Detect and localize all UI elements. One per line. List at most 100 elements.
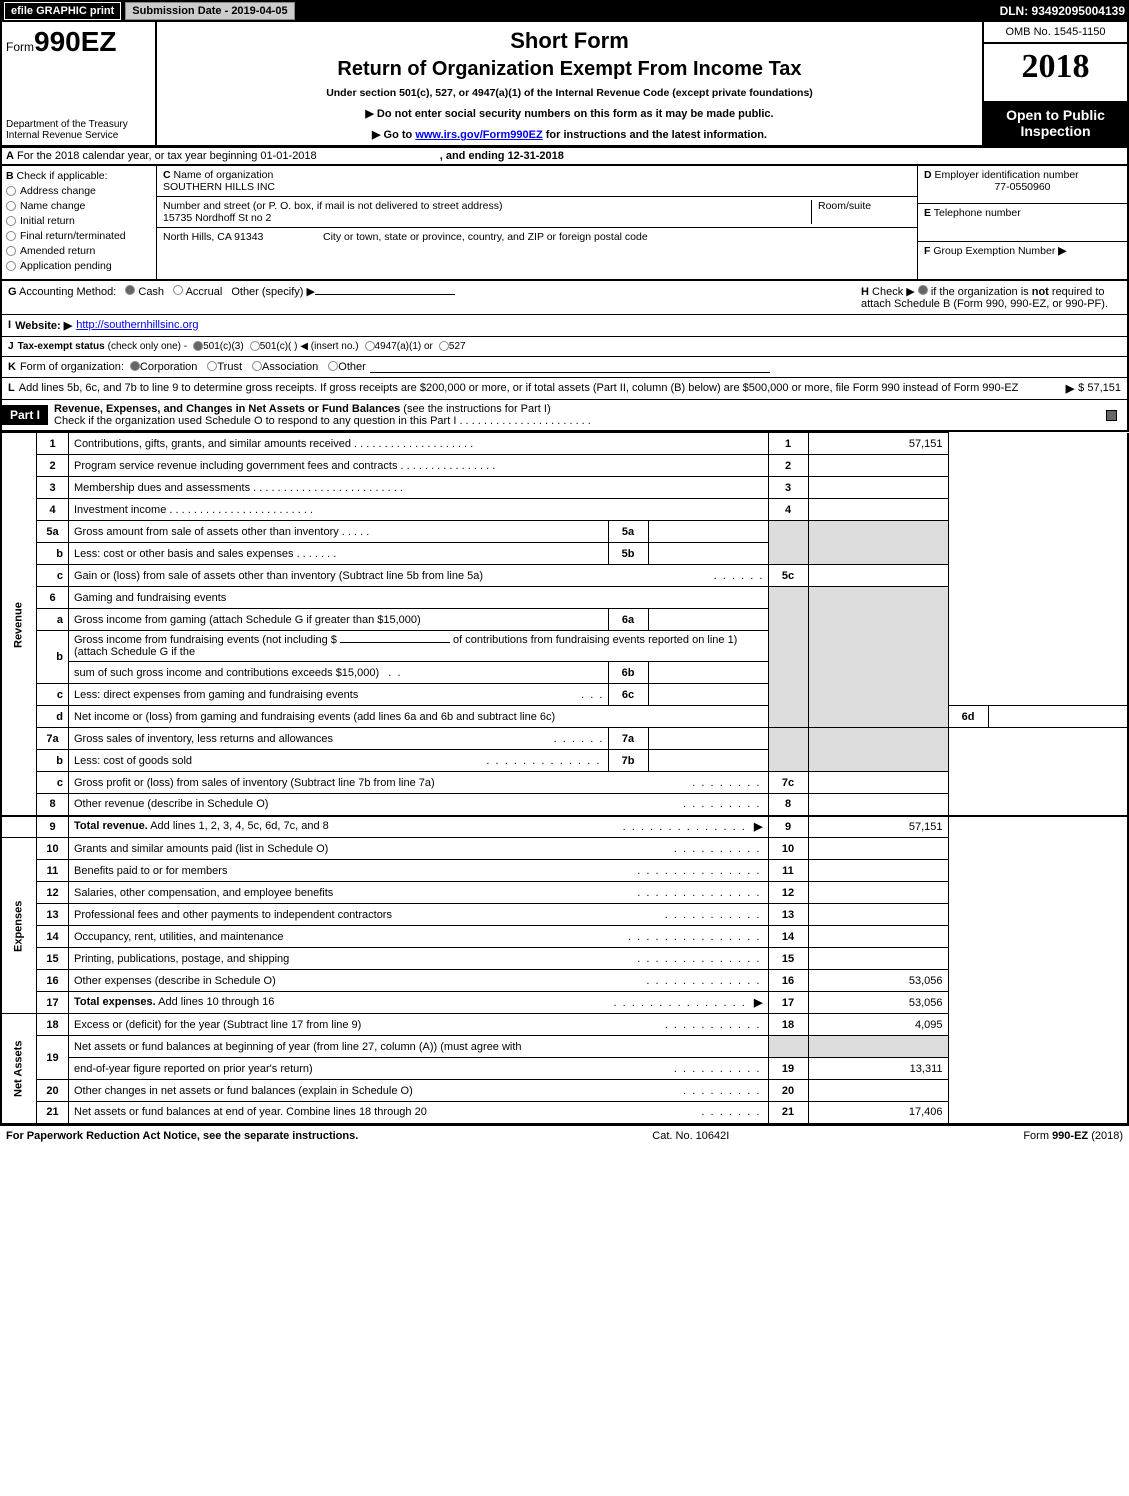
line-text-bold: Total revenue. — [74, 820, 148, 832]
checkbox-schedule-o[interactable] — [1106, 410, 1117, 421]
radio-501c[interactable] — [250, 341, 260, 351]
tax-year: 2018 — [984, 44, 1127, 101]
line-num: 14 — [37, 926, 69, 948]
table-row: Net Assets 18 Excess or (deficit) for th… — [1, 1014, 1128, 1036]
line-desc: Investment income . . . . . . . . . . . … — [69, 499, 769, 521]
line-text: Occupancy, rent, utilities, and maintena… — [74, 931, 284, 943]
check-application-pending[interactable]: Application pending — [6, 260, 152, 272]
opt-accrual: Accrual — [186, 286, 223, 298]
shaded-cell — [808, 1036, 948, 1058]
website-link[interactable]: http://southernhillsinc.org — [76, 319, 198, 332]
radio-association[interactable] — [252, 361, 262, 371]
line-value — [808, 882, 948, 904]
efile-print-button[interactable]: efile GRAPHIC print — [4, 2, 121, 20]
line-desc: Membership dues and assessments . . . . … — [69, 477, 769, 499]
section-c: C Name of organization SOUTHERN HILLS IN… — [157, 166, 917, 279]
line-desc: Other expenses (describe in Schedule O).… — [69, 970, 769, 992]
check-initial-return[interactable]: Initial return — [6, 215, 152, 227]
submission-date-button[interactable]: Submission Date - 2019-04-05 — [125, 2, 294, 20]
line-desc: Less: direct expenses from gaming and fu… — [69, 684, 609, 706]
radio-cash[interactable] — [125, 285, 135, 295]
shaded-cell — [768, 1036, 808, 1058]
check-amended-return[interactable]: Amended return — [6, 245, 152, 257]
mid-num: 5a — [608, 521, 648, 543]
shaded-cell — [768, 521, 808, 565]
line-desc: Gross income from gaming (attach Schedul… — [69, 609, 609, 631]
line-text: Investment income — [74, 504, 166, 516]
street-row: Number and street (or P. O. box, if mail… — [157, 197, 917, 228]
table-row: 12 Salaries, other compensation, and emp… — [1, 882, 1128, 904]
form-number: 990EZ — [34, 26, 117, 57]
table-row: 11 Benefits paid to or for members. . . … — [1, 860, 1128, 882]
opt-501c: 501(c)( ) ◀ (insert no.) — [260, 341, 359, 352]
table-row: 15 Printing, publications, postage, and … — [1, 948, 1128, 970]
line-text: end-of-year figure reported on prior yea… — [74, 1063, 313, 1075]
line-right-num: 14 — [768, 926, 808, 948]
line-text: Less: direct expenses from gaming and fu… — [74, 689, 358, 701]
instr2-prefix: ▶ Go to — [372, 129, 415, 141]
city-label: City or town, state or province, country… — [323, 231, 911, 243]
radio-4947[interactable] — [365, 341, 375, 351]
radio-trust[interactable] — [207, 361, 217, 371]
line-num: c — [37, 565, 69, 587]
line-value — [808, 772, 948, 794]
line-desc: Other changes in net assets or fund bala… — [69, 1080, 769, 1102]
line-num: 8 — [37, 794, 69, 816]
table-row: b Less: cost of goods sold. . . . . . . … — [1, 750, 1128, 772]
room-suite: Room/suite — [811, 200, 911, 224]
line-desc: sum of such gross income and contributio… — [69, 662, 609, 684]
mid-val — [648, 662, 768, 684]
radio-527[interactable] — [439, 341, 449, 351]
line-right-num: 11 — [768, 860, 808, 882]
radio-501c3[interactable] — [193, 341, 203, 351]
section-b: B Check if applicable: Address change Na… — [2, 166, 157, 279]
line-value — [808, 499, 948, 521]
check-address-change[interactable]: Address change — [6, 185, 152, 197]
check-name-change[interactable]: Name change — [6, 200, 152, 212]
line-value: 57,151 — [808, 433, 948, 455]
line-value — [808, 926, 948, 948]
line-num: 10 — [37, 838, 69, 860]
line-text: Membership dues and assessments — [74, 482, 250, 494]
checkbox-schedule-b[interactable] — [918, 285, 928, 295]
check-final-return[interactable]: Final return/terminated — [6, 230, 152, 242]
radio-corporation[interactable] — [130, 361, 140, 371]
line-num: b — [37, 543, 69, 565]
section-k-label: K — [8, 361, 16, 373]
line-value: 4,095 — [808, 1014, 948, 1036]
section-i: I Website: ▶ http://southernhillsinc.org — [0, 315, 1129, 337]
mid-val — [648, 728, 768, 750]
line-num: b — [37, 750, 69, 772]
table-row: b Gross income from fundraising events (… — [1, 631, 1128, 662]
line-value — [988, 706, 1128, 728]
line-desc: Gross income from fundraising events (no… — [69, 631, 769, 662]
line-right-num: 3 — [768, 477, 808, 499]
table-row: 3 Membership dues and assessments . . . … — [1, 477, 1128, 499]
name-label: Name of organization — [174, 169, 274, 181]
open-public-2: Inspection — [986, 123, 1125, 139]
line-text: Excess or (deficit) for the year (Subtra… — [74, 1019, 361, 1031]
line-right-num: 21 — [768, 1102, 808, 1124]
line-desc: Program service revenue including govern… — [69, 455, 769, 477]
table-row: 5a Gross amount from sale of assets othe… — [1, 521, 1128, 543]
header-center: Short Form Return of Organization Exempt… — [157, 22, 982, 145]
line-value: 53,056 — [808, 992, 948, 1014]
irs-link[interactable]: www.irs.gov/Form990EZ — [415, 129, 542, 141]
phone-label: Telephone number — [934, 207, 1021, 219]
radio-accrual[interactable] — [173, 285, 183, 295]
line-desc: Contributions, gifts, grants, and simila… — [69, 433, 769, 455]
website-label: Website: ▶ — [15, 319, 72, 332]
radio-other-org[interactable] — [328, 361, 338, 371]
table-row: c Gross profit or (loss) from sales of i… — [1, 772, 1128, 794]
line-num: 17 — [37, 992, 69, 1014]
line-right-num: 17 — [768, 992, 808, 1014]
org-name-row: C Name of organization SOUTHERN HILLS IN… — [157, 166, 917, 197]
line-num: 16 — [37, 970, 69, 992]
line-value: 17,406 — [808, 1102, 948, 1124]
section-j-label: J — [8, 341, 14, 352]
check-label: Address change — [20, 185, 96, 197]
table-row: sum of such gross income and contributio… — [1, 662, 1128, 684]
line-num: 15 — [37, 948, 69, 970]
line-num: 5a — [37, 521, 69, 543]
section-h-label: H — [861, 286, 869, 298]
